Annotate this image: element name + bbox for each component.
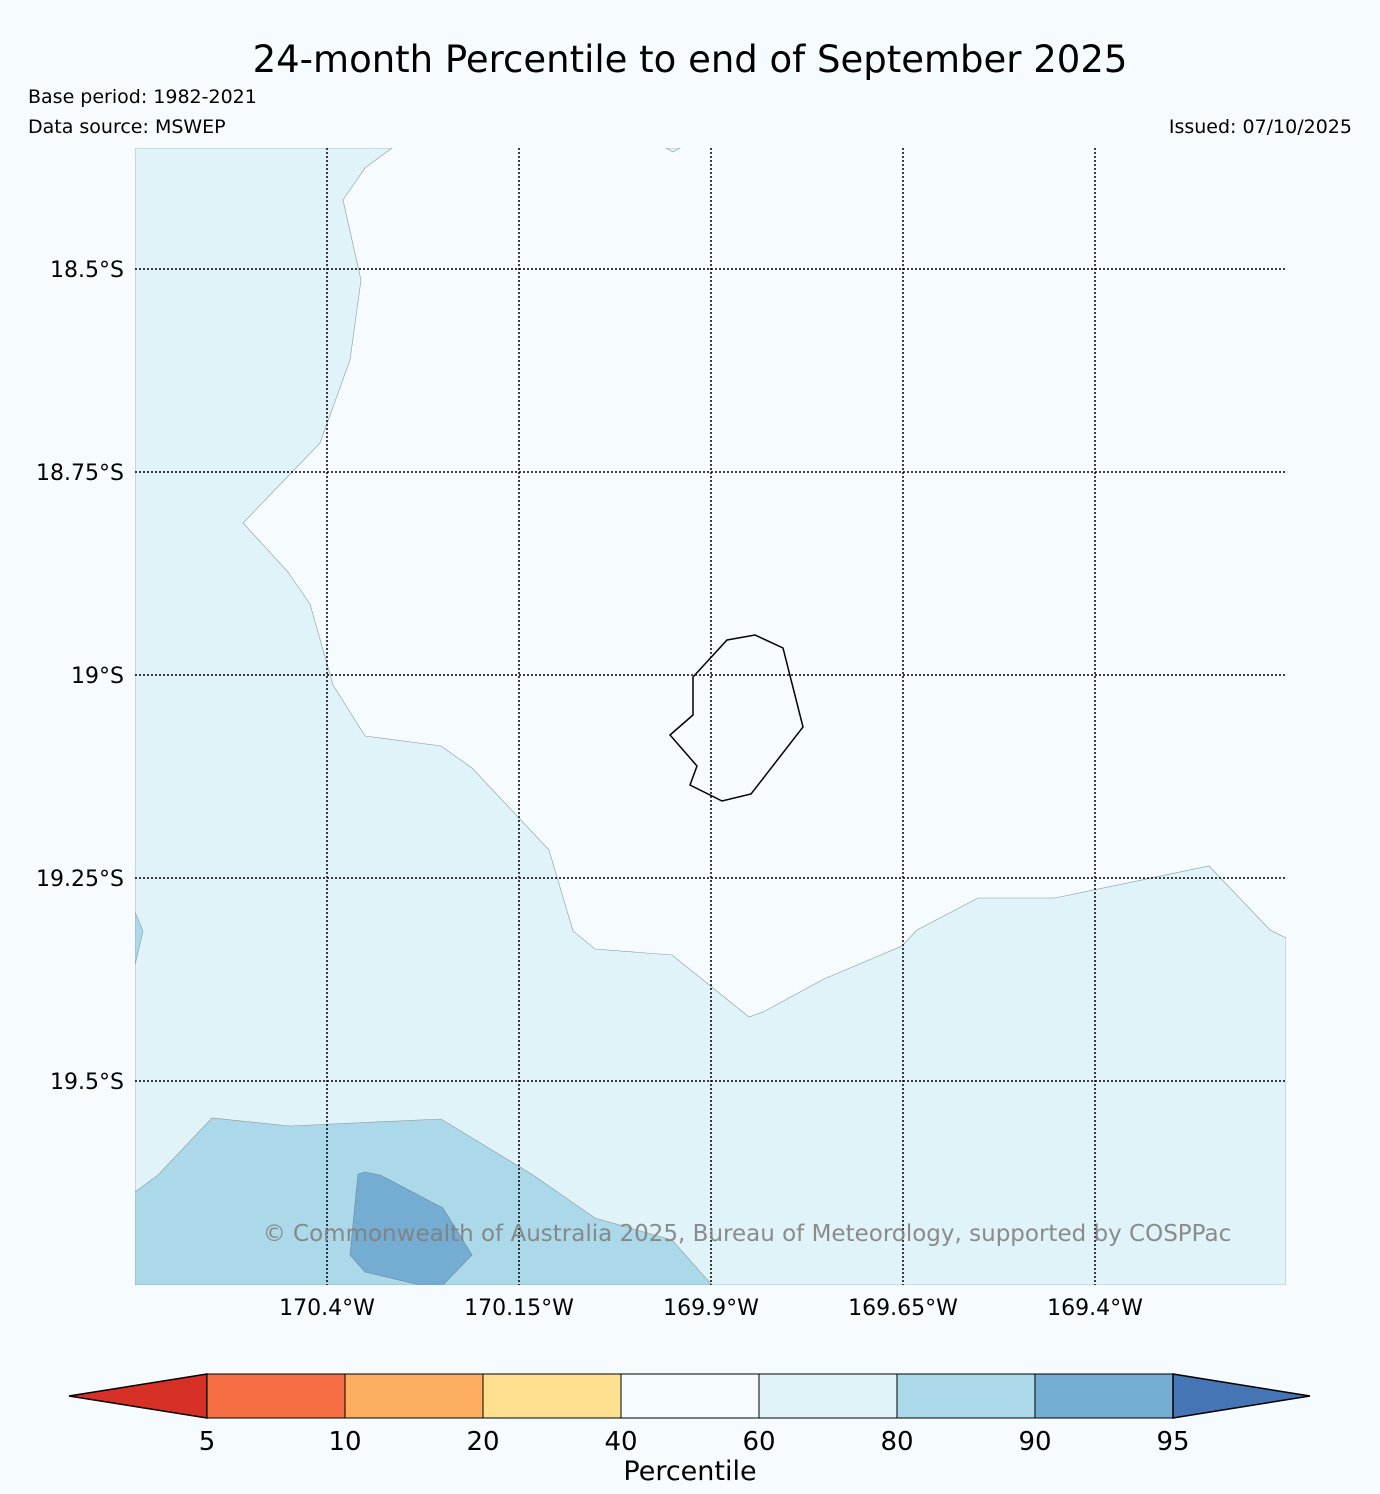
colorbar-extend-low xyxy=(68,1373,208,1419)
lon-label: 169.4°W xyxy=(1047,1296,1143,1321)
lat-label: 18.75°S xyxy=(36,461,124,486)
colorbar-segment xyxy=(344,1373,484,1419)
contour-80-90-west-edge xyxy=(135,911,144,966)
colorbar-segment xyxy=(620,1373,760,1419)
colorbar-tick-label: 10 xyxy=(328,1427,361,1457)
map-title: 24-month Percentile to end of September … xyxy=(252,38,1128,81)
lon-label: 169.65°W xyxy=(848,1296,958,1321)
colorbar-tick-label: 90 xyxy=(1018,1427,1051,1457)
colorbar-segment xyxy=(896,1373,1036,1419)
lat-label: 18.5°S xyxy=(50,258,124,283)
colorbar-tick-label: 40 xyxy=(604,1427,637,1457)
colorbar-segment xyxy=(482,1373,622,1419)
contour-60-80-west xyxy=(135,148,1286,1285)
niue-island-outline xyxy=(668,634,804,802)
colorbar-tick-label: 60 xyxy=(742,1427,775,1457)
lat-label: 19°S xyxy=(71,664,124,689)
issued-date-label: Issued: 07/10/2025 xyxy=(1168,116,1352,138)
colorbar-tick-label: 20 xyxy=(466,1427,499,1457)
colorbar-tick-label: 5 xyxy=(199,1427,216,1457)
contour-fragment-top xyxy=(665,148,681,153)
copyright-notice: © Commonwealth of Australia 2025, Bureau… xyxy=(263,1221,1232,1247)
colorbar xyxy=(68,1373,1311,1419)
colorbar-segment xyxy=(758,1373,898,1419)
lon-label: 170.15°W xyxy=(464,1296,574,1321)
lat-label: 19.25°S xyxy=(36,867,124,892)
lon-label: 169.9°W xyxy=(663,1296,759,1321)
lat-label: 19.5°S xyxy=(50,1070,124,1095)
colorbar-extend-high xyxy=(1172,1373,1311,1419)
colorbar-segment xyxy=(1034,1373,1174,1419)
data-source-label: Data source: MSWEP xyxy=(28,116,226,138)
contour-90-95-south xyxy=(349,1171,473,1285)
graticule xyxy=(135,148,1286,1285)
colorbar-segment xyxy=(206,1373,346,1419)
colorbar-tick-label: 95 xyxy=(1156,1427,1189,1457)
colorbar-tick-label: 80 xyxy=(880,1427,913,1457)
lon-label: 170.4°W xyxy=(279,1296,375,1321)
base-period-label: Base period: 1982-2021 xyxy=(28,86,257,108)
colorbar-label: Percentile xyxy=(623,1456,756,1487)
